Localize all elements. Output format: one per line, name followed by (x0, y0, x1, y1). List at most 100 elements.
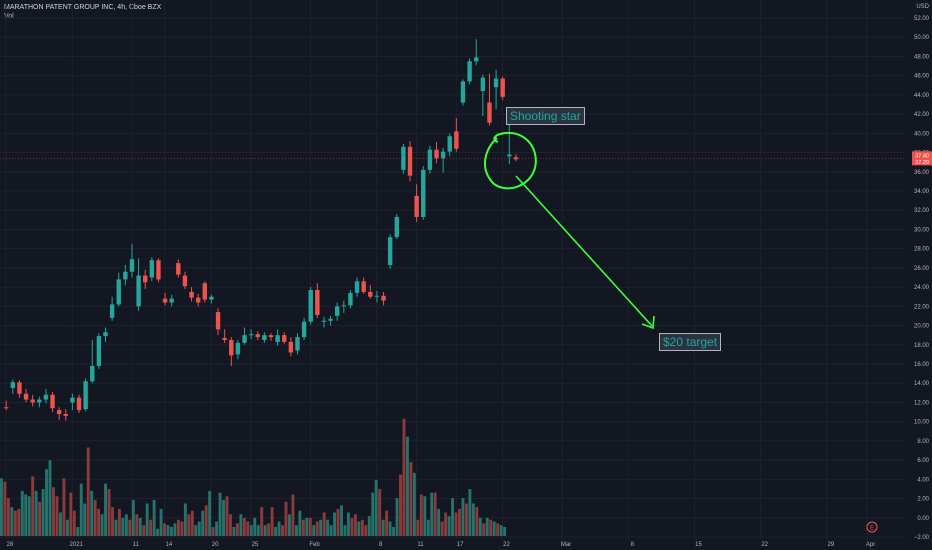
candle-body (195, 297, 201, 303)
volume-bar (135, 514, 139, 536)
candle-body (189, 291, 194, 298)
volume-bar (360, 519, 364, 536)
volume-bar (107, 489, 111, 536)
price-tag-text: 37.29 (915, 160, 929, 166)
volume-bar (183, 503, 187, 536)
volume-bar (340, 505, 343, 536)
candle (262, 332, 267, 343)
candle-body (143, 275, 148, 283)
volume-bar (239, 514, 243, 536)
candle (56, 407, 62, 420)
volume-bar (45, 469, 49, 536)
time-tick-label: Feb (309, 542, 320, 548)
time-tick-label: 25 (252, 542, 259, 548)
volume-bar (329, 525, 333, 536)
candle (50, 391, 55, 413)
candle (447, 133, 452, 157)
price-tick-label: 16.00 (914, 362, 930, 368)
volume-bar (65, 519, 69, 536)
price-tag-text: 37.40 (915, 153, 929, 159)
volume-bar (3, 481, 7, 536)
volume-bar (10, 507, 14, 536)
volume-bar (145, 503, 149, 536)
candle (301, 317, 307, 340)
volume-bar (156, 528, 160, 536)
volume-bar (246, 521, 250, 536)
candle-body (394, 216, 399, 238)
volume-bar (142, 525, 146, 536)
price-tick-label: 34.00 (914, 189, 930, 195)
candle (195, 293, 201, 307)
candle (10, 379, 16, 394)
volume-bar (83, 503, 87, 536)
volume-bar (197, 521, 201, 536)
volume-bar (471, 503, 475, 536)
volume-bar (69, 492, 73, 536)
price-tick-label: 12.00 (914, 400, 930, 406)
candle-body (460, 81, 466, 103)
volume-bar (357, 521, 361, 536)
volume-bar (288, 514, 291, 536)
price-tick-label: 22.00 (914, 304, 930, 310)
time-axis: 28 2021 11 14 20 25 Feb 8 11 17 22 Mar 8 15 22 29 Apr (7, 542, 876, 548)
price-tick-label: 52.00 (914, 16, 930, 22)
volume-bar (326, 519, 330, 536)
volume-bar (364, 525, 368, 536)
volume-bar (343, 525, 347, 536)
candle (282, 332, 287, 344)
candle-body (454, 131, 459, 149)
target-annotation: $20 target (659, 333, 722, 351)
volume-bar (128, 519, 132, 536)
candle (76, 394, 82, 414)
candle-body (63, 413, 68, 416)
candle (401, 143, 406, 174)
volume-bar (90, 490, 94, 536)
volume-bar (173, 523, 177, 536)
candle-body (23, 393, 29, 400)
volume-bar (475, 507, 479, 536)
candle-body (176, 263, 181, 275)
candle-body (248, 334, 254, 336)
candle-body (474, 57, 479, 62)
candle-body (30, 399, 35, 403)
volume-bar (211, 526, 215, 536)
candle (176, 259, 181, 278)
candle (23, 388, 29, 403)
time-tick-label: 15 (695, 542, 702, 548)
volume-bar (333, 512, 337, 536)
volume-bar (79, 483, 83, 536)
volume-bar (166, 525, 170, 536)
volume-bar (371, 492, 375, 536)
candle (394, 214, 399, 240)
candle (407, 141, 413, 182)
volume-bar (423, 496, 427, 536)
volume-bar (121, 517, 125, 536)
volume-bar (34, 490, 38, 536)
candle (63, 409, 68, 421)
candle (467, 58, 472, 85)
volume-bar (31, 476, 35, 536)
volume-bar (399, 474, 402, 536)
candle-body (123, 271, 128, 280)
volume-bar (117, 508, 121, 536)
candle-body (374, 295, 380, 297)
price-tick-label: 32.00 (914, 208, 930, 214)
price-tick-label: 48.00 (914, 54, 930, 60)
volume-bar (24, 494, 28, 536)
volume-bar (433, 492, 437, 536)
volume-bar (180, 521, 184, 536)
candle-body (368, 291, 373, 297)
chart-grid (0, 0, 906, 540)
candle-body (301, 321, 307, 338)
candle-body (507, 154, 512, 157)
candle-body (156, 260, 161, 280)
time-tick-label: 28 (7, 542, 14, 548)
candle (427, 145, 433, 174)
volume-bar (392, 526, 396, 536)
candle (460, 79, 466, 106)
earnings-badge (866, 521, 878, 533)
volume-bar (274, 526, 278, 536)
volume-bar (232, 526, 236, 536)
volume-bar (58, 512, 62, 536)
